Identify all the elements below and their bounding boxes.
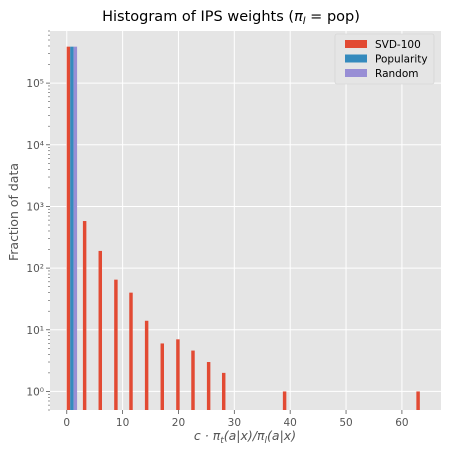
bar-svd-100 bbox=[206, 362, 211, 410]
legend-swatch bbox=[345, 69, 367, 77]
legend-label: Popularity bbox=[375, 54, 428, 66]
x-tick-label: 40 bbox=[283, 417, 296, 429]
bars bbox=[66, 46, 420, 411]
legend-swatch bbox=[345, 54, 367, 63]
bar-svd-100 bbox=[98, 250, 103, 410]
x-tick-label: 30 bbox=[228, 417, 241, 429]
legend-label: Random bbox=[375, 68, 418, 80]
bar-svd-100 bbox=[282, 391, 287, 410]
x-tick-label: 50 bbox=[339, 417, 352, 429]
x-tick-label: 0 bbox=[63, 417, 70, 429]
bar-svd-100 bbox=[82, 221, 87, 410]
legend-label: SVD-100 bbox=[375, 39, 421, 51]
legend: SVD-100 Popularity Random bbox=[334, 33, 435, 85]
x-axis-label-part: (a|x)/π bbox=[224, 428, 265, 443]
y-tick-label: 10⁵ bbox=[26, 78, 44, 90]
bar-svd-100 bbox=[416, 391, 420, 410]
bar-popularity bbox=[70, 46, 74, 411]
y-tick-label: 10¹ bbox=[26, 325, 44, 337]
chart-title: Histogram of IPS weights (πl = pop) bbox=[102, 9, 360, 27]
axis-ticks: 10⁰ 10¹ 10² 10³ 10⁴ 10⁵ 0 10 20 30 40 50 60 bbox=[26, 30, 409, 429]
plot-area bbox=[50, 31, 441, 410]
x-axis-label-part: (a|x) bbox=[267, 428, 296, 443]
bar-svd-100 bbox=[114, 279, 118, 410]
bar-svd-100 bbox=[160, 343, 165, 410]
y-tick-label: 10⁴ bbox=[26, 140, 44, 152]
bar-svd-100 bbox=[66, 46, 71, 411]
x-axis-label-part: t bbox=[220, 436, 224, 446]
y-tick-label: 10³ bbox=[26, 201, 44, 213]
y-tick-label: 10⁰ bbox=[26, 386, 44, 398]
bar-svd-100 bbox=[176, 339, 180, 410]
y-tick-label: 10² bbox=[26, 263, 44, 275]
grid bbox=[50, 31, 441, 410]
bar-svd-100 bbox=[191, 350, 195, 410]
x-tick-label: 20 bbox=[172, 417, 185, 429]
bar-svd-100 bbox=[129, 292, 133, 410]
x-axis-label-part: c · π bbox=[194, 428, 221, 443]
y-axis-label: Fraction of data bbox=[6, 163, 21, 261]
x-tick-label: 60 bbox=[395, 417, 408, 429]
x-axis-label: c · πt(a|x)/πl(a|x) bbox=[194, 428, 296, 446]
bar-random bbox=[73, 46, 78, 411]
x-axis-label-part: l bbox=[265, 436, 268, 446]
bar-svd-100 bbox=[144, 320, 149, 410]
x-tick-label: 10 bbox=[116, 417, 129, 429]
bar-svd-100 bbox=[221, 372, 226, 410]
legend-swatch bbox=[345, 40, 367, 48]
